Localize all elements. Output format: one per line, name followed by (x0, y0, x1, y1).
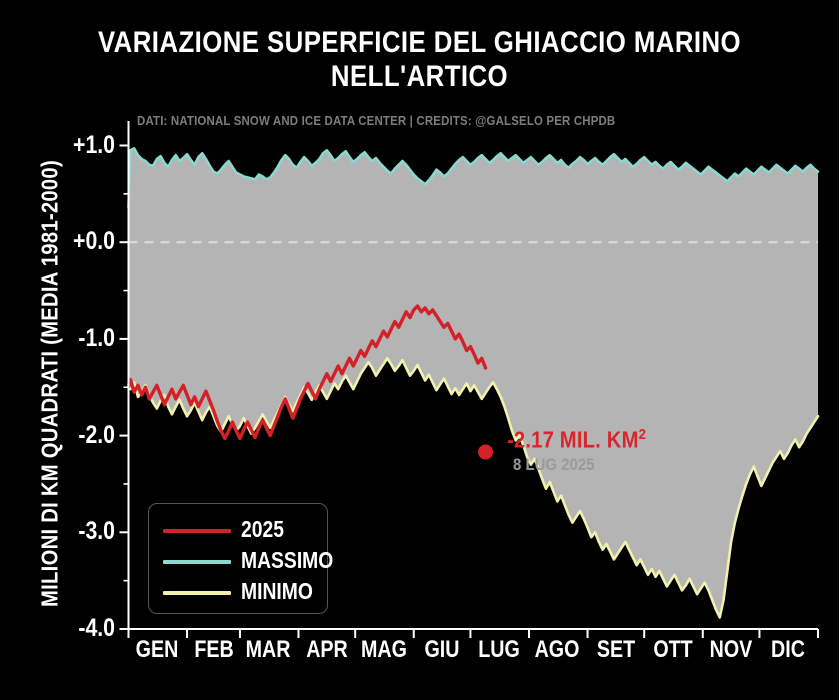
legend: 2025 MASSIMO MINIMO (148, 503, 333, 614)
x-tick-label: GEN (135, 636, 179, 663)
annotation-value: -2.17 MIL. KM2 (506, 426, 646, 453)
legend-item[interactable]: 2025 (149, 516, 329, 546)
highlight-point-marker (478, 444, 494, 460)
legend-label: MINIMO (241, 578, 313, 604)
x-tick-label: MAR (245, 636, 291, 663)
x-tick-label: MAG (360, 636, 407, 663)
x-tick-label: NOV (709, 636, 753, 663)
legend-color-swatch (163, 529, 231, 533)
x-tick-label: AGO (534, 636, 580, 663)
y-tick-label: +1.0 (72, 130, 115, 159)
legend-item[interactable]: MINIMO (149, 578, 329, 608)
line-series-2025 (126, 304, 488, 441)
legend-color-swatch (163, 591, 231, 595)
chart-subtitle-credits: DATI: NATIONAL SNOW AND ICE DATA CENTER … (137, 113, 616, 128)
x-tick-label: SET (596, 636, 636, 663)
legend-label: 2025 (241, 516, 284, 542)
x-tick-label: FEB (193, 636, 234, 663)
legend-color-swatch (163, 560, 231, 564)
x-tick-label: APR (306, 636, 348, 663)
y-tick-label: -4.0 (77, 614, 115, 642)
line-series-massimo (127, 147, 820, 209)
y-tick-label: -1.0 (77, 323, 115, 352)
annotation-date: 8 LUG 2025 (512, 455, 595, 475)
band-fill-between-max-min (128, 148, 818, 618)
x-tick-label: DIC (770, 636, 805, 663)
x-tick-label: GIU (424, 636, 460, 663)
legend-item[interactable]: MASSIMO (149, 547, 333, 577)
x-tick-label: LUG (477, 636, 520, 663)
line-series-minimo (127, 356, 820, 619)
page-title: VARIAZIONE SUPERFICIE DEL GHIACCIO MARIN… (97, 26, 742, 93)
y-tick-label: -3.0 (77, 517, 115, 546)
y-tick-label: +0.0 (72, 227, 115, 256)
y-tick-label: -2.0 (77, 420, 115, 449)
title-block: VARIAZIONE SUPERFICIE DEL GHIACCIO MARIN… (0, 26, 839, 94)
x-tick-label: OTT (652, 636, 693, 663)
legend-label: MASSIMO (241, 547, 334, 573)
